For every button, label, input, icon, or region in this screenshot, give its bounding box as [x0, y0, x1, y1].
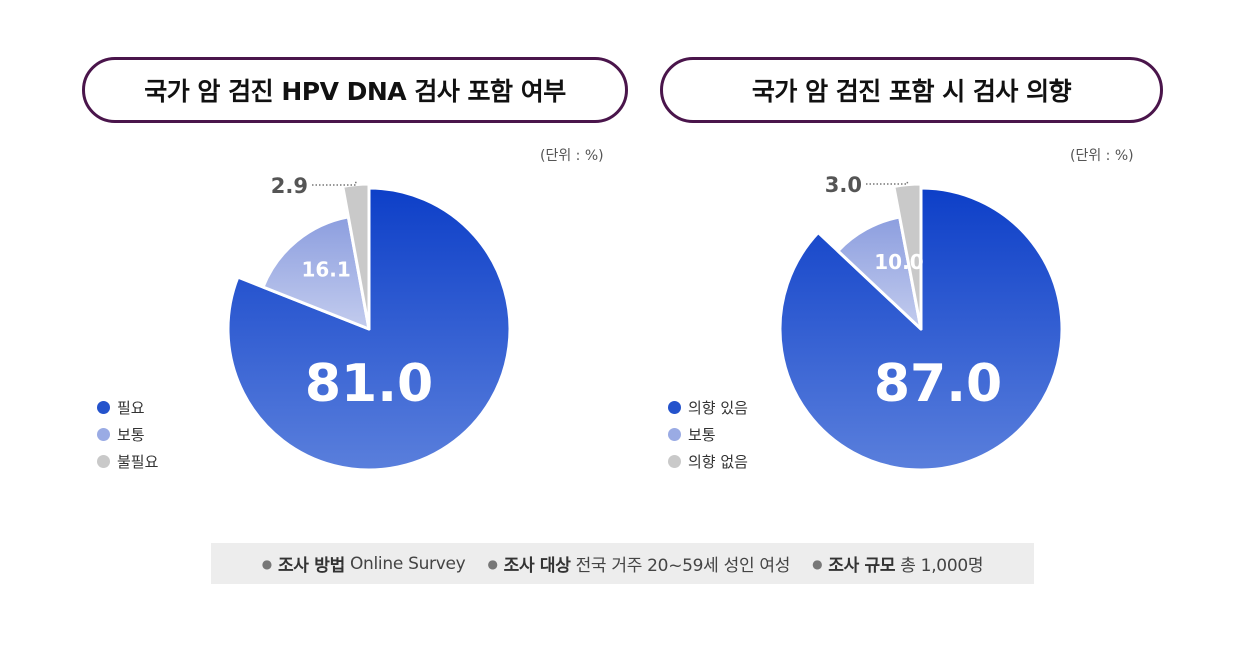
- legend-label: 불필요: [117, 453, 159, 471]
- legend-label: 의향 있음: [688, 399, 748, 417]
- legend-label: 필요: [117, 399, 145, 417]
- pie-slice-minor: [892, 182, 923, 331]
- survey-target-key: 조사 대상: [503, 556, 571, 576]
- chart-title-right: 국가 암 검진 포함 시 검사 의향: [660, 57, 1163, 123]
- legend-label: 보통: [688, 426, 716, 444]
- legend-swatch: [97, 428, 110, 441]
- survey-scale-value: 총 1,000명: [900, 556, 984, 576]
- survey-method-key: 조사 방법: [277, 556, 345, 576]
- data-label-minor: 2.9: [271, 174, 308, 198]
- unit-label-left: (단위 : %): [540, 148, 604, 164]
- survey-scale: ● 조사 규모 총 1,000명: [812, 551, 983, 576]
- legend-swatch: [668, 455, 681, 468]
- legend-swatch: [668, 401, 681, 414]
- bullet-icon: ●: [487, 556, 498, 571]
- pie-slice-normal: [261, 215, 371, 331]
- survey-target-value: 전국 거주 20~59세 성인 여성: [575, 556, 791, 576]
- bullet-icon: ●: [261, 556, 272, 571]
- chart-title-left: 국가 암 검진 HPV DNA 검사 포함 여부: [82, 57, 628, 123]
- leader-line: [312, 181, 357, 186]
- legend-label: 의향 없음: [688, 453, 748, 471]
- survey-method-value: Online Survey: [349, 553, 466, 574]
- legend-item: 의향 있음: [668, 394, 748, 421]
- bullet-icon: ●: [812, 556, 823, 571]
- leader-line: [866, 181, 909, 185]
- data-label-normal: 16.1: [301, 257, 350, 281]
- pie-chart-left: 81.0 16.1 2.9: [226, 174, 512, 472]
- survey-method: ● 조사 방법 Online Survey: [261, 551, 466, 577]
- legend-item: 보통: [668, 421, 748, 448]
- data-label-normal: 10.0: [874, 250, 923, 274]
- pie-chart-right: 87.0 10.0 3.0: [778, 173, 1064, 472]
- survey-info-bar: ● 조사 방법 Online Survey ● 조사 대상 전국 거주 20~5…: [211, 543, 1034, 584]
- chart-panel-right: 국가 암 검진 포함 시 검사 의향 (단위 : %) 87.0 10.0 3.0 …: [620, 0, 1240, 650]
- chart-panel-left: 국가 암 검진 HPV DNA 검사 포함 여부 (단위 : %) 81.0 16…: [82, 57, 628, 475]
- pie-slice-minor: [341, 182, 371, 331]
- data-label-main: 81.0: [305, 354, 433, 414]
- legend-left: 필요 보통 불필요: [97, 394, 158, 475]
- legend-label: 보통: [117, 426, 145, 444]
- data-label-minor: 3.0: [825, 173, 862, 197]
- legend-right: 의향 있음 보통 의향 없음: [668, 394, 748, 475]
- legend-swatch: [668, 428, 681, 441]
- survey-target: ● 조사 대상 전국 거주 20~59세 성인 여성: [487, 551, 790, 576]
- unit-label-right: (단위 : %): [1070, 148, 1134, 164]
- legend-item: 필요: [97, 394, 158, 421]
- legend-item: 불필요: [97, 448, 158, 475]
- data-label-main: 87.0: [874, 354, 1002, 414]
- legend-item: 보통: [97, 421, 158, 448]
- legend-swatch: [97, 455, 110, 468]
- legend-item: 의향 없음: [668, 448, 748, 475]
- legend-swatch: [97, 401, 110, 414]
- survey-scale-key: 조사 규모: [828, 556, 896, 576]
